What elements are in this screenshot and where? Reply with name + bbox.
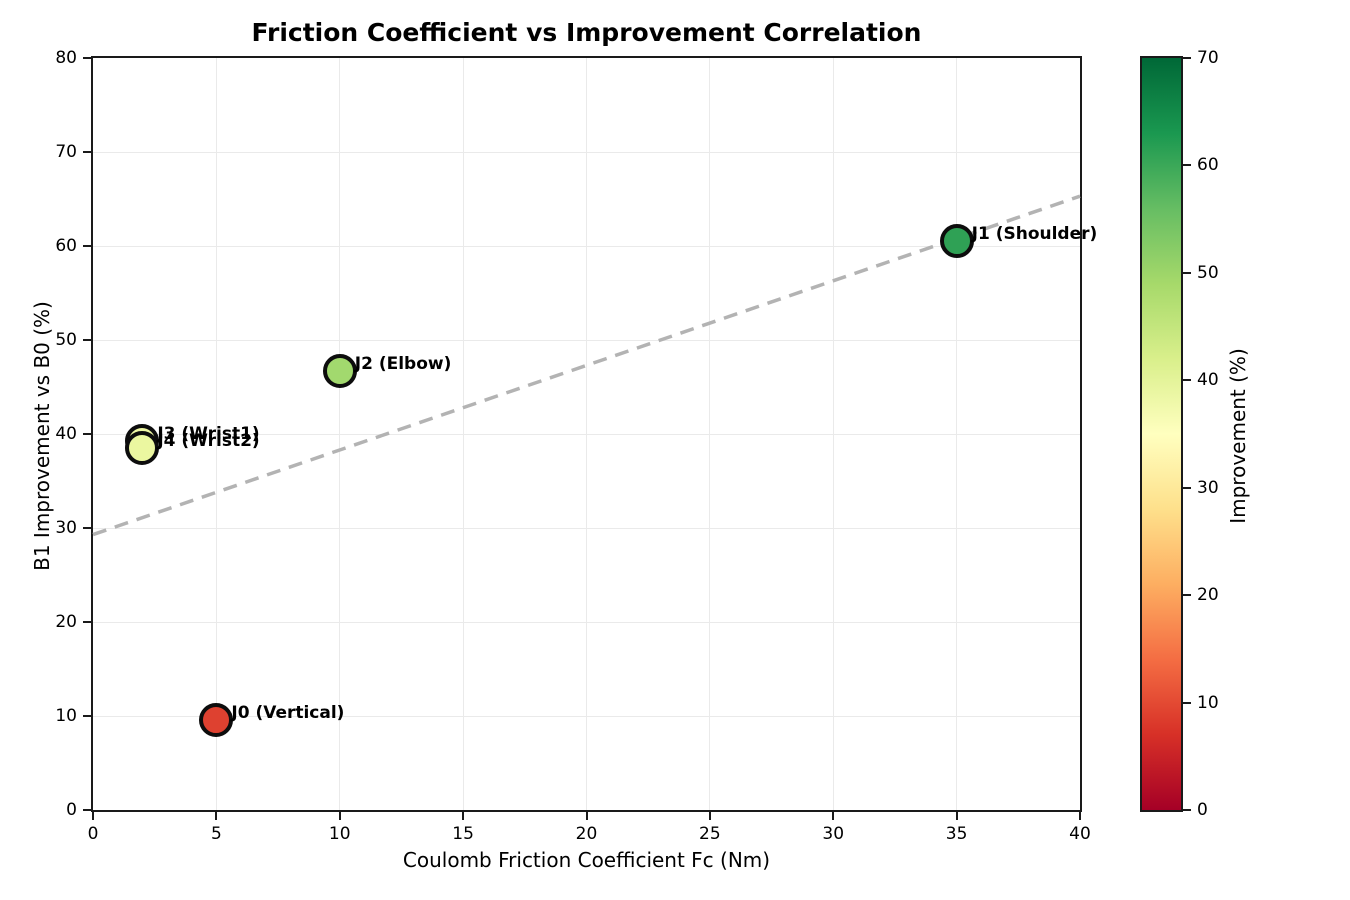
point-label-j3: J3 (Wrist1) <box>157 423 260 444</box>
colorbar-tick-label-70: 70 <box>1197 48 1219 68</box>
x-tick-30 <box>832 812 835 820</box>
colorbar-tick-label-40: 40 <box>1197 370 1219 391</box>
colorbar-tick-60 <box>1183 164 1191 167</box>
point-label-j2: J2 (Elbow) <box>354 354 452 375</box>
colorbar-tick-20 <box>1183 594 1191 597</box>
colorbar-tick-label-10: 10 <box>1197 692 1219 713</box>
colorbar-tick-50 <box>1183 271 1191 274</box>
point-labels-layer: J0 (Vertical) J3 (Wrist1) J4 (Wrist2) J2 (E… <box>93 58 1097 810</box>
colorbar-tick-10 <box>1183 701 1191 704</box>
x-tick-label-20: 20 <box>575 824 598 844</box>
colorbar-tick-label-50: 50 <box>1197 262 1219 283</box>
colorbar-tick-label-20: 20 <box>1197 585 1219 606</box>
points-layer <box>93 58 1080 810</box>
y-axis-label: B1 Improvement vs B0 (%) <box>30 301 54 571</box>
y-tick-label-0: 0 <box>66 800 77 820</box>
y-tick-label-60: 60 <box>55 236 77 256</box>
y-tick-label-20: 20 <box>55 612 77 632</box>
x-tick-35 <box>955 812 958 820</box>
y-tick-label-40: 40 <box>55 424 77 444</box>
colorbar-tick-70 <box>1183 57 1191 59</box>
colorbar <box>1140 56 1183 812</box>
data-point-j1 <box>939 224 974 259</box>
x-tick-20 <box>585 812 588 820</box>
y-tick-10 <box>83 715 91 717</box>
y-tick-40 <box>83 433 91 435</box>
y-tick-label-50: 50 <box>55 330 77 350</box>
x-tick-label-5: 5 <box>210 824 222 844</box>
data-point-j4 <box>125 431 160 466</box>
x-tick-5 <box>215 812 218 820</box>
x-tick-40 <box>1079 812 1081 820</box>
x-tick-0 <box>92 812 94 820</box>
x-tick-label-30: 30 <box>822 824 845 844</box>
x-tick-label-0: 0 <box>87 824 99 844</box>
gridline-x-30 <box>832 58 834 810</box>
x-tick-label-40: 40 <box>1069 824 1091 844</box>
y-tick-0 <box>83 809 91 811</box>
plot-area: J0 (Vertical) J3 (Wrist1) J4 (Wrist2) J2 (E… <box>91 56 1097 812</box>
x-tick-10 <box>338 812 341 820</box>
colorbar-tick-0 <box>1183 809 1191 811</box>
x-tick-label-35: 35 <box>945 824 968 844</box>
x-tick-label-15: 15 <box>452 824 474 844</box>
y-tick-80 <box>83 57 91 59</box>
gridline-x-15 <box>462 58 464 810</box>
x-axis-label: Coulomb Friction Coefficient Fc (Nm) <box>402 848 771 872</box>
colorbar-tick-label-0: 0 <box>1197 800 1208 820</box>
y-tick-60 <box>83 245 91 247</box>
colorbar-tick-30 <box>1183 486 1191 489</box>
y-tick-20 <box>83 621 91 623</box>
y-tick-50 <box>83 339 91 341</box>
y-tick-label-70: 70 <box>55 142 77 162</box>
gridline-x-35 <box>956 58 958 810</box>
y-tick-label-80: 80 <box>55 48 77 68</box>
x-tick-25 <box>708 812 711 820</box>
x-tick-15 <box>462 812 465 820</box>
data-point-j2 <box>322 354 357 389</box>
gridline-x-10 <box>339 58 341 810</box>
colorbar-label: Improvement (%) <box>1226 348 1250 524</box>
point-label-j1: J1 (Shoulder) <box>971 224 1098 245</box>
gridline-x-5 <box>215 58 217 810</box>
data-point-j0 <box>199 702 234 737</box>
point-label-j4: J4 (Wrist2) <box>157 431 260 452</box>
point-label-j0: J0 (Vertical) <box>231 702 345 723</box>
colorbar-tick-label-60: 60 <box>1197 155 1219 176</box>
colorbar-tick-label-30: 30 <box>1197 477 1219 498</box>
chart-title: Friction Coefficient vs Improvement Corr… <box>251 18 922 47</box>
y-tick-70 <box>83 151 91 153</box>
x-tick-label-25: 25 <box>699 824 721 844</box>
x-tick-label-10: 10 <box>328 824 351 844</box>
colorbar-tick-40 <box>1183 379 1191 382</box>
gridline-x-20 <box>586 58 587 810</box>
trend-line <box>92 194 1081 537</box>
y-tick-label-10: 10 <box>55 706 77 726</box>
grid-layer <box>93 58 1080 810</box>
y-tick-30 <box>83 527 91 529</box>
gridline-x-25 <box>709 58 711 810</box>
y-tick-label-30: 30 <box>55 518 77 538</box>
